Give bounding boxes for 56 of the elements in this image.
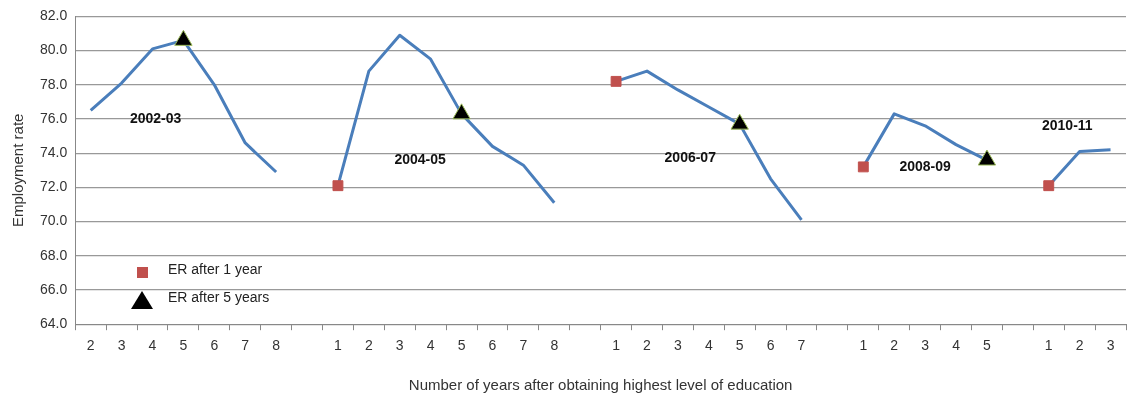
y-tick-label: 78.0 bbox=[40, 75, 68, 92]
x-tick-label: 4 bbox=[426, 337, 435, 354]
x-tick-label: 6 bbox=[766, 337, 775, 354]
legend-label: ER after 1 year bbox=[168, 261, 263, 277]
x-tick-label: 6 bbox=[210, 337, 219, 354]
annotation: 2006-07 bbox=[664, 149, 717, 166]
x-tick-label: 7 bbox=[519, 337, 528, 354]
x-tick-label: 3 bbox=[117, 337, 126, 354]
annotation: 2008-09 bbox=[899, 157, 952, 174]
y-tick-label: 70.0 bbox=[40, 212, 68, 229]
y-axis-title: Employment rate bbox=[9, 113, 27, 227]
x-tick-label: 2 bbox=[364, 337, 373, 354]
x-tick-label: 5 bbox=[983, 337, 992, 354]
x-tick-label: 7 bbox=[241, 337, 250, 354]
point bbox=[610, 75, 622, 87]
legend-label: ER after 5 years bbox=[168, 289, 270, 305]
x-tick-label: 1 bbox=[334, 337, 343, 354]
x-tick-label: 7 bbox=[797, 337, 806, 354]
x-tick-label: 4 bbox=[704, 337, 713, 354]
x-tick-label: 8 bbox=[550, 337, 559, 354]
point bbox=[452, 103, 471, 120]
y-tick-label: 72.0 bbox=[40, 178, 68, 195]
point bbox=[332, 180, 344, 192]
annotation: 2010-11 bbox=[1041, 116, 1093, 133]
x-tick-label: 1 bbox=[612, 337, 621, 354]
x-tick-label: 3 bbox=[673, 337, 682, 354]
y-tick-label: 76.0 bbox=[40, 109, 68, 126]
y-tick-label: 66.0 bbox=[40, 280, 68, 297]
x-tick-label: 3 bbox=[921, 337, 930, 354]
point bbox=[1043, 180, 1055, 192]
y-tick-label: 80.0 bbox=[40, 41, 68, 58]
x-tick-label: 3 bbox=[395, 337, 404, 354]
x-tick-label: 2 bbox=[86, 337, 95, 354]
annotation: 2002-03 bbox=[129, 109, 182, 126]
y-tick-label: 68.0 bbox=[40, 246, 68, 263]
point bbox=[174, 29, 193, 46]
x-tick-label: 4 bbox=[952, 337, 961, 354]
y-tick-label: 82.0 bbox=[40, 7, 68, 24]
y-tick-label: 74.0 bbox=[40, 144, 68, 161]
x-tick-label: 1 bbox=[859, 337, 868, 354]
x-tick-label: 2 bbox=[890, 337, 899, 354]
x-tick-label: 5 bbox=[179, 337, 188, 354]
point bbox=[857, 161, 869, 173]
y-tick-label: 64.0 bbox=[40, 315, 68, 332]
x-tick-label: 2 bbox=[1075, 337, 1084, 354]
x-tick-label: 6 bbox=[488, 337, 497, 354]
x-tick-label: 3 bbox=[1106, 337, 1115, 354]
x-tick-label: 8 bbox=[272, 337, 281, 354]
x-tick-label: 5 bbox=[457, 337, 466, 354]
x-tick-label: 4 bbox=[148, 337, 157, 354]
x-tick-label: 5 bbox=[735, 337, 744, 354]
point bbox=[730, 113, 749, 130]
annotation: 2004-05 bbox=[394, 150, 447, 167]
x-tick-label: 2 bbox=[643, 337, 652, 354]
x-axis-title: Number of years after obtaining highest level of education bbox=[408, 376, 793, 394]
x-tick-label: 1 bbox=[1044, 337, 1053, 354]
